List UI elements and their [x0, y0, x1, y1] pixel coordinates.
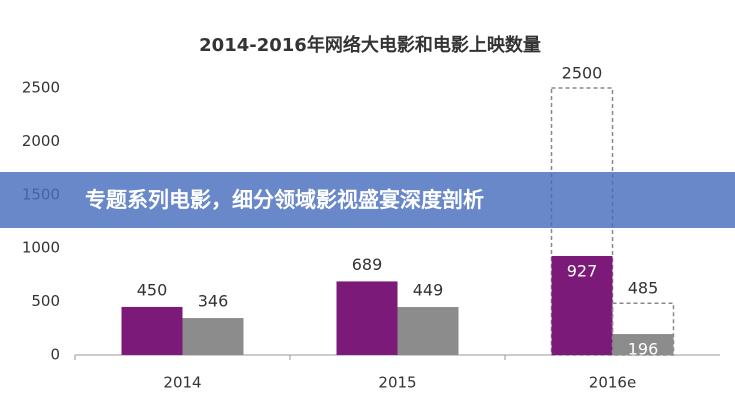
- y-tick-label: 2500: [22, 79, 60, 97]
- value-label: 927: [567, 261, 598, 280]
- x-tick-label: 2014: [163, 374, 201, 392]
- projection-label: 2500: [562, 64, 603, 83]
- value-label: 346: [198, 292, 229, 311]
- value-label: 196: [628, 340, 659, 359]
- value-label: 689: [352, 255, 383, 274]
- bar: [551, 255, 613, 355]
- y-tick-label: 500: [31, 292, 60, 310]
- projection-label: 485: [628, 279, 659, 298]
- x-tick-label: 2016e: [589, 374, 636, 392]
- x-tick-label: 2015: [378, 374, 416, 392]
- y-tick-label: 2000: [22, 132, 60, 150]
- bar: [336, 281, 398, 355]
- chart-title: 2014-2016年网络大电影和电影上映数量: [199, 34, 541, 56]
- bar: [397, 307, 459, 355]
- value-label: 450: [137, 280, 168, 299]
- y-tick-label: 0: [50, 346, 60, 364]
- bar: [182, 318, 244, 355]
- banner: [0, 172, 735, 228]
- banner-text: 专题系列电影，细分领域影视盛宴深度剖析: [85, 188, 484, 212]
- value-label: 449: [413, 281, 444, 300]
- bar: [121, 306, 183, 355]
- bar: [612, 334, 674, 355]
- y-tick-label: 1000: [22, 239, 60, 257]
